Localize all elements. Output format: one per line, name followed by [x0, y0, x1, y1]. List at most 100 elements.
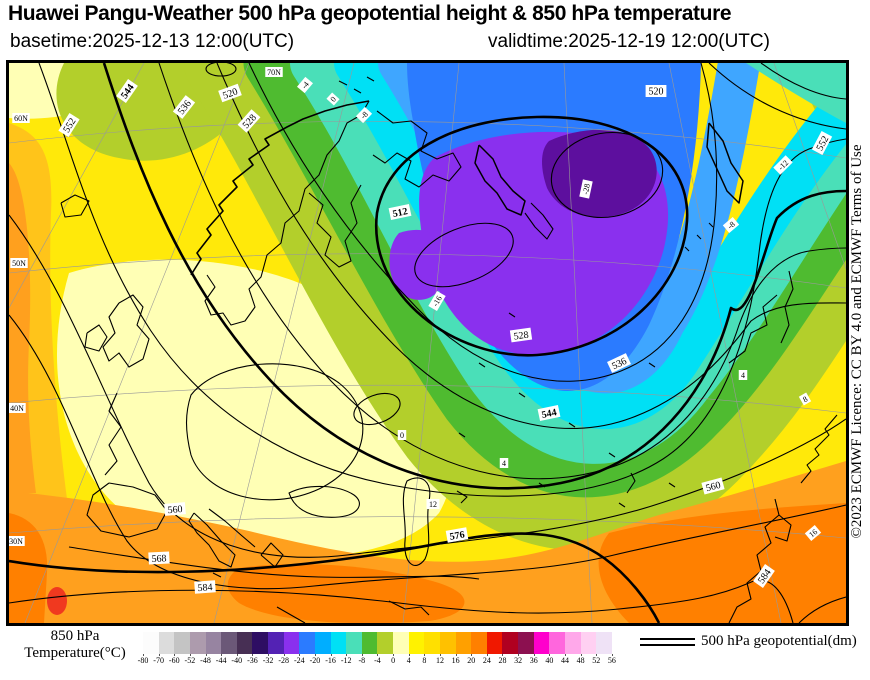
- colorbar-tick-label: 52: [592, 656, 601, 665]
- svg-text:16: 16: [807, 527, 819, 539]
- geopotential-contour-label: 520: [218, 83, 242, 103]
- colorbar-segment: [143, 632, 159, 654]
- colorbar-tick-label: -36: [247, 656, 258, 665]
- temperature-contour-label: 0: [397, 430, 407, 440]
- colorbar-tick-label: 20: [467, 656, 476, 665]
- temperature-contour-label: 4: [738, 370, 748, 380]
- geopotential-contour-label: 512: [388, 203, 412, 221]
- graticule-label: 40N: [8, 403, 26, 413]
- temperature-contour-label: 12: [426, 499, 440, 509]
- colorbar-tick-label: -8: [358, 656, 366, 665]
- svg-text:520: 520: [649, 87, 664, 98]
- temperature-contour-label: -8: [355, 106, 373, 124]
- svg-text:560: 560: [705, 480, 722, 495]
- temperature-contour-label: -28: [579, 179, 593, 199]
- legend-temp-unit: Temperature(°C): [24, 645, 126, 661]
- colorbar-tick-label: -28: [278, 656, 289, 665]
- colorbar-tick-label: 32: [514, 656, 523, 665]
- colorbar-tick-label: -20: [309, 656, 321, 665]
- colorbar-segment: [424, 632, 440, 654]
- colorbar-tick-label: 56: [607, 656, 616, 665]
- colorbar-segment: [174, 632, 190, 654]
- colorbar-segment: [393, 632, 409, 654]
- temperature-contour-label: 0: [326, 92, 340, 106]
- colorbar-segment: [330, 632, 347, 654]
- svg-text:544: 544: [541, 407, 558, 421]
- svg-text:576: 576: [449, 529, 466, 542]
- colorbar-segment: [158, 632, 175, 654]
- colorbar-tick-label: 24: [482, 656, 491, 665]
- temperature-legend-label: 850 hPa Temperature(°C): [10, 628, 140, 662]
- temperature-contour-label: 4: [499, 458, 509, 468]
- colorbar-segment: [486, 632, 503, 654]
- colorbar-tick-label: -4: [374, 656, 381, 665]
- geopotential-contour-label: 560: [701, 477, 725, 495]
- colorbar-segment: [221, 632, 237, 654]
- colorbar-segment: [236, 632, 253, 654]
- colorbar-tick-label: -70: [153, 656, 164, 665]
- svg-text:-8: -8: [359, 110, 370, 121]
- colorbar-segment: [533, 632, 550, 654]
- colorbar-tick-label: 0: [391, 656, 396, 665]
- svg-text:12: 12: [429, 500, 437, 509]
- temperature-contour-label: -8: [722, 217, 740, 233]
- colorbar-tick-label: -12: [340, 656, 352, 665]
- colorbar-segment: [189, 632, 206, 654]
- geopotential-contour-label: 520: [645, 85, 667, 98]
- page-title: Huawei Pangu-Weather 500 hPa geopotentia…: [8, 2, 732, 25]
- colorbar-tick-label: -52: [184, 656, 196, 665]
- colorbar-segment: [439, 632, 456, 654]
- graticule-label: 50N: [10, 258, 28, 268]
- colorbar-tick-label: -40: [231, 656, 243, 665]
- geopotential-contour-label: 544: [537, 404, 561, 422]
- svg-text:30N: 30N: [9, 537, 23, 546]
- colorbar-segment: [205, 632, 222, 654]
- colorbar-segment: [502, 632, 518, 654]
- colorbar-tick-label: 12: [435, 656, 444, 665]
- colorbar-tick-label: 44: [561, 656, 569, 665]
- temperature-contour-label: 16: [804, 525, 822, 541]
- svg-text:70N: 70N: [267, 68, 281, 77]
- svg-text:520: 520: [221, 86, 239, 101]
- svg-text:60N: 60N: [14, 114, 28, 123]
- svg-text:568: 568: [151, 553, 167, 565]
- basetime-label: basetime:2025-12-13 12:00(UTC): [10, 31, 295, 52]
- validtime-label: validtime:2025-12-19 12:00(UTC): [488, 31, 770, 52]
- svg-text:560: 560: [167, 504, 183, 516]
- geopotential-contour-label: 528: [509, 327, 533, 343]
- svg-text:50N: 50N: [12, 259, 26, 268]
- colorbar-segment: [346, 632, 362, 654]
- colorbar-tick-label: 16: [451, 656, 460, 665]
- colorbar-segment: [268, 632, 284, 654]
- svg-text:4: 4: [502, 459, 506, 468]
- graticule-label: 30N: [7, 536, 25, 546]
- colorbar-segment: [471, 632, 487, 654]
- legend: 850 hPa Temperature(°C) -80 -70 -60 -52 -48-…: [0, 625, 870, 680]
- map-panel: 544 536 528 552 520 520 512 528 536 544 552 560 560 5…: [6, 23, 870, 626]
- colorbar-tick-label: 48: [576, 656, 585, 665]
- svg-text:0: 0: [329, 95, 338, 104]
- graticule-label: 70N: [265, 67, 283, 77]
- colorbar-tick-label: -16: [325, 656, 336, 665]
- colorbar-segment: [564, 632, 581, 654]
- geopotential-contour-label: 568: [148, 551, 170, 565]
- svg-text:512: 512: [392, 206, 409, 220]
- geopotential-line-symbol: [640, 638, 695, 646]
- colorbar-segment: [252, 632, 268, 654]
- colorbar-segment: [518, 632, 534, 654]
- temperature-colorbar: [143, 632, 612, 654]
- colorbar-segment: [361, 632, 378, 654]
- colorbar-tick-label: 8: [422, 656, 427, 665]
- geopotential-contour-label: 576: [445, 527, 469, 543]
- svg-text:-4: -4: [300, 80, 311, 91]
- temperature-contour-label: -16: [428, 290, 446, 312]
- svg-text:528: 528: [513, 330, 529, 343]
- colorbar-segment: [299, 632, 315, 654]
- graticule: [8, 62, 847, 624]
- geopotential-legend-label: 500 hPa geopotential(dm): [701, 633, 857, 649]
- colorbar-tick-label: 40: [545, 656, 554, 665]
- colorbar-tick-label: -80: [137, 656, 149, 665]
- colorbar-tick-label: -60: [168, 656, 180, 665]
